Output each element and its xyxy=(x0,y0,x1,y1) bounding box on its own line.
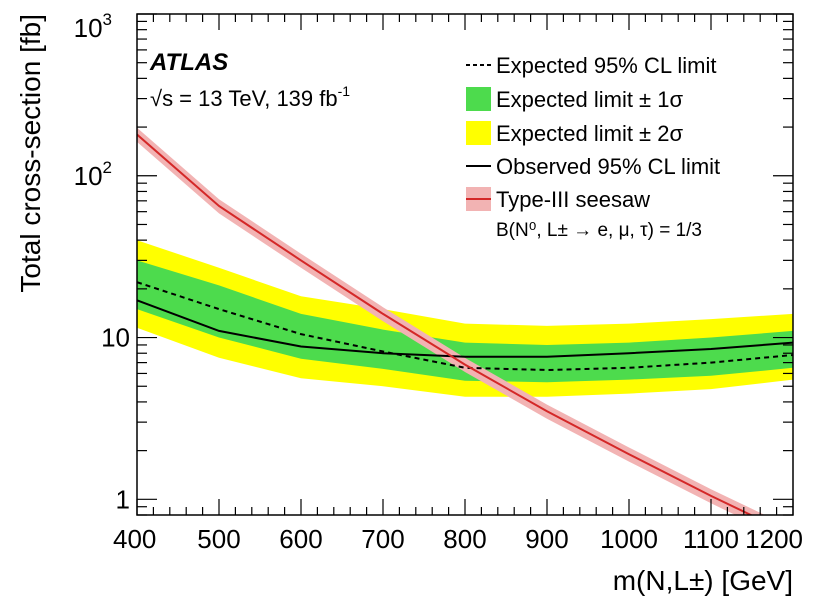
experiment-label: ATLAS xyxy=(149,49,228,76)
y-tick-base: 10 xyxy=(74,161,103,191)
x-tick-label: 1100 xyxy=(683,524,739,554)
y-axis-label: Total cross-section [fb] xyxy=(15,14,46,293)
x-tick-label: 500 xyxy=(197,524,240,554)
x-tick-label: 600 xyxy=(279,524,322,554)
x-tick-label: 900 xyxy=(525,524,568,554)
x-axis-label: m(N,L±) [GeV] xyxy=(613,565,793,596)
x-tick-label: 400 xyxy=(113,524,156,554)
y-tick-label: 10 xyxy=(101,323,130,353)
energy-label: √s = 13 TeV, 139 fb-1 xyxy=(150,83,350,111)
legend-yellow-swatch xyxy=(466,121,491,145)
legend-label: Expected limit ± 2σ xyxy=(496,121,683,146)
energy-superscript: -1 xyxy=(338,83,351,99)
observed-limit-line xyxy=(137,299,793,358)
y-tick-label: 1 xyxy=(116,484,130,514)
y-tick-base: 1 xyxy=(116,484,130,514)
legend-entry-expected: Expected 95% CL limit xyxy=(466,53,717,78)
x-axis-ticks: 400 500 600 700 800 900 1000 1100 1200 xyxy=(113,14,803,554)
x-tick-label: 800 xyxy=(443,524,486,554)
legend-entry-band2: Expected limit ± 2σ xyxy=(466,121,683,146)
legend: Expected 95% CL limit Expected limit ± 1σ… xyxy=(466,53,720,212)
x-tick-label: 1200 xyxy=(745,524,803,554)
y-tick-label: 103 xyxy=(74,10,112,43)
y-tick-label: 102 xyxy=(74,158,112,191)
energy-text: √s = 13 TeV, 139 fb xyxy=(150,86,338,111)
legend-entry-theory: Type-III seesaw xyxy=(466,187,650,212)
legend-entry-observed: Observed 95% CL limit xyxy=(466,154,720,179)
y-tick-base: 10 xyxy=(74,13,103,43)
y-tick-exponent: 2 xyxy=(103,158,112,177)
branching-label: B(N⁰, L± → e, μ, τ) = 1/3 xyxy=(496,220,702,241)
expected-1sigma-band xyxy=(137,260,793,383)
legend-label: Expected 95% CL limit xyxy=(496,53,717,78)
x-tick-label: 700 xyxy=(361,524,404,554)
y-tick-base: 10 xyxy=(101,323,130,353)
theory-line xyxy=(137,133,754,515)
x-tick-label: 1000 xyxy=(600,524,658,554)
legend-label: Observed 95% CL limit xyxy=(496,154,720,179)
legend-label: Type-III seesaw xyxy=(496,187,650,212)
y-tick-exponent: 3 xyxy=(103,10,112,29)
legend-label: Expected limit ± 1σ xyxy=(496,87,683,112)
expected-limit-line xyxy=(137,281,793,372)
legend-green-swatch xyxy=(466,87,491,111)
legend-entry-band1: Expected limit ± 1σ xyxy=(466,87,683,112)
